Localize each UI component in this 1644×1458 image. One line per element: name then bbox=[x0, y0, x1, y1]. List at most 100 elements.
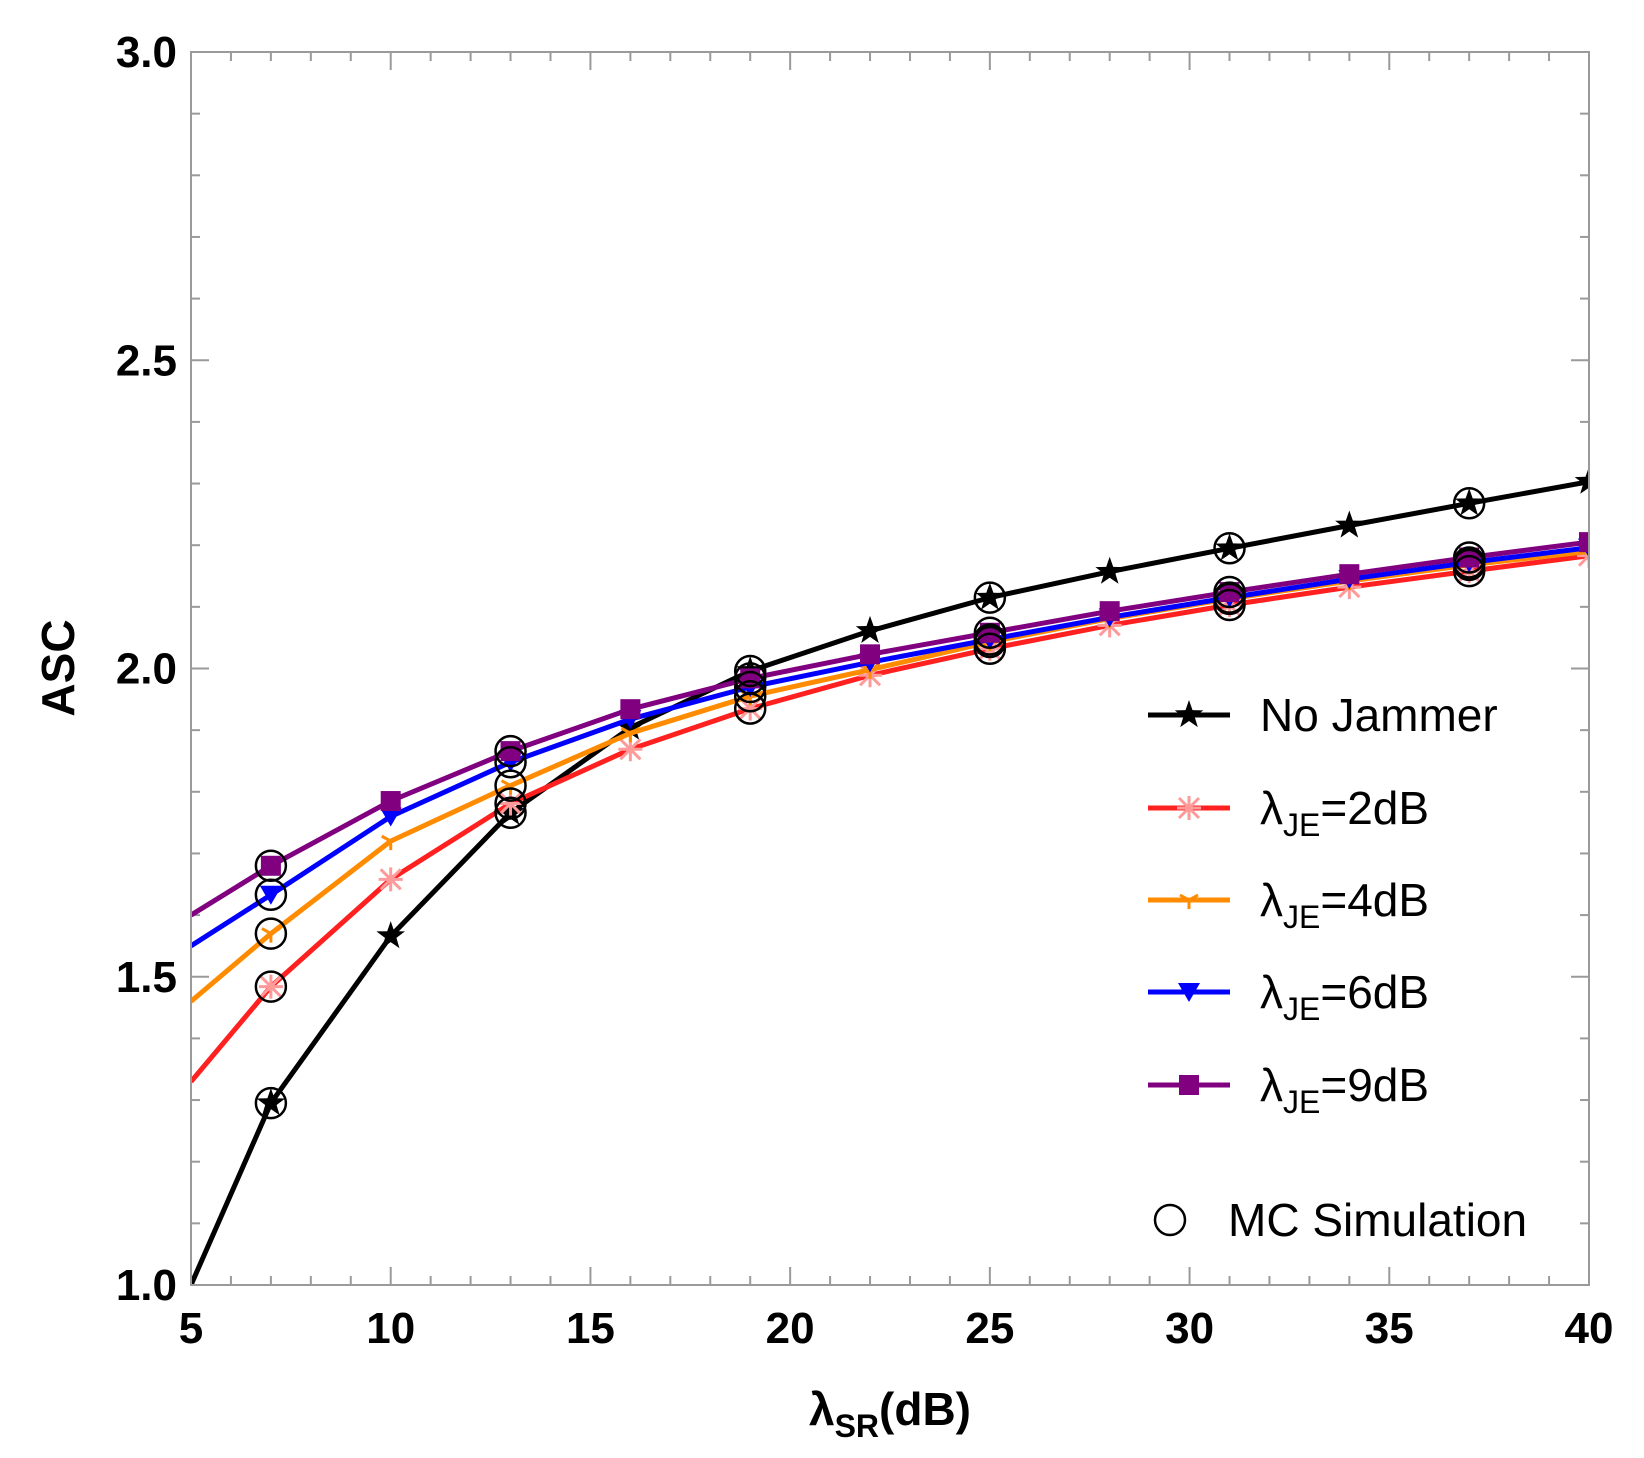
legend-marker bbox=[1153, 1203, 1187, 1237]
mc-point bbox=[1452, 541, 1486, 574]
legend-label: MC Simulation bbox=[1228, 1194, 1527, 1246]
x-tick-label: 40 bbox=[1565, 1304, 1614, 1353]
x-axis-title: λSR(dB) bbox=[809, 1383, 971, 1444]
legend-label-sub: JE bbox=[1283, 807, 1320, 843]
legend-marker bbox=[1177, 796, 1201, 820]
data-point bbox=[380, 834, 401, 851]
legend-label-main: λ bbox=[1260, 1059, 1283, 1111]
legend-entry-2: λJE=4dB bbox=[1148, 874, 1429, 935]
y-axis-title: ASC bbox=[32, 619, 84, 716]
x-axis-suffix: (dB) bbox=[879, 1383, 971, 1435]
data-point bbox=[1219, 582, 1240, 603]
x-axis-subscript: SR bbox=[835, 1408, 879, 1444]
legend-label-main: No Jammer bbox=[1260, 689, 1498, 741]
mc-point bbox=[1452, 487, 1486, 520]
legend-label-sub: JE bbox=[1283, 1084, 1320, 1120]
y-tick-label: 1.0 bbox=[116, 1261, 177, 1310]
data-point bbox=[620, 699, 641, 720]
data-point bbox=[1095, 556, 1124, 584]
data-point bbox=[378, 867, 403, 892]
legend-label-main: λ bbox=[1260, 874, 1283, 926]
data-point bbox=[259, 885, 282, 905]
mc-point bbox=[254, 1086, 288, 1120]
data-point bbox=[1454, 488, 1484, 516]
tick-labels: 5 10 15 20 25 30 35 40 1.0 1.5 2.0 2.5 3.0 bbox=[116, 28, 1614, 1353]
legend-label: λJE=2dB bbox=[1260, 782, 1429, 843]
y-tick-label: 2.5 bbox=[116, 336, 177, 385]
legend-label-sub: JE bbox=[1283, 991, 1320, 1027]
x-axis-symbol: λ bbox=[809, 1383, 835, 1435]
legend-marker bbox=[1174, 700, 1204, 728]
data-point bbox=[379, 807, 402, 827]
data-point bbox=[1335, 510, 1364, 538]
legend-label-main: λ bbox=[1260, 782, 1283, 834]
data-point bbox=[498, 791, 523, 816]
legend-entry-0: No Jammer bbox=[1148, 689, 1498, 741]
legend-marker bbox=[1179, 1075, 1199, 1095]
data-point bbox=[975, 582, 1005, 610]
legend-entry-mc: MC Simulation bbox=[1153, 1194, 1527, 1246]
data-point bbox=[1579, 532, 1589, 553]
data-point bbox=[618, 737, 643, 762]
data-point bbox=[260, 855, 281, 876]
data-point bbox=[376, 921, 405, 949]
x-tick-label: 15 bbox=[566, 1304, 615, 1353]
y-tick-label: 2.0 bbox=[116, 645, 177, 694]
y-tick-label: 3.0 bbox=[116, 28, 177, 77]
mc-point bbox=[254, 849, 288, 883]
legend-label: λJE=4dB bbox=[1260, 874, 1429, 935]
mc-point bbox=[733, 654, 767, 688]
mc-point bbox=[254, 970, 288, 1003]
data-point bbox=[258, 974, 283, 999]
legend-label: λJE=6dB bbox=[1260, 966, 1429, 1027]
legend-label-suffix: =6dB bbox=[1320, 966, 1429, 1018]
data-point bbox=[1459, 547, 1480, 568]
legend-label-suffix: =9dB bbox=[1320, 1059, 1429, 1111]
x-tick-label: 25 bbox=[965, 1304, 1014, 1353]
data-point bbox=[261, 927, 281, 943]
legend-entry-1: λJE=2dB bbox=[1148, 782, 1429, 843]
legend-entry-4: λJE=9dB bbox=[1148, 1059, 1429, 1120]
mc-point bbox=[973, 581, 1007, 614]
legend-label-main: λ bbox=[1260, 966, 1283, 1018]
data-point bbox=[500, 741, 521, 762]
data-point bbox=[855, 615, 885, 643]
legend-label-suffix: =4dB bbox=[1320, 874, 1429, 926]
x-tick-label: 35 bbox=[1365, 1304, 1414, 1353]
data-point bbox=[256, 1088, 286, 1116]
legend-label: No Jammer bbox=[1260, 689, 1498, 741]
mc-point bbox=[973, 623, 1007, 656]
mc-simulation-circles bbox=[254, 487, 1486, 1120]
mc-point bbox=[1213, 532, 1246, 565]
plot-frame bbox=[190, 51, 1590, 1286]
mc-point bbox=[494, 745, 527, 779]
legend-label-suffix: =2dB bbox=[1320, 782, 1429, 834]
legend-marker bbox=[1178, 983, 1200, 1002]
mc-point bbox=[494, 769, 527, 802]
mc-point bbox=[973, 616, 1007, 649]
data-point bbox=[860, 644, 881, 665]
data-point bbox=[1215, 533, 1244, 561]
mc-point bbox=[494, 734, 527, 768]
legend-label: λJE=9dB bbox=[1260, 1059, 1429, 1120]
data-point bbox=[620, 726, 641, 743]
y-tick-label: 1.5 bbox=[116, 953, 177, 1002]
data-point bbox=[500, 779, 521, 795]
mc-point bbox=[973, 632, 1007, 666]
data-point bbox=[1099, 601, 1120, 622]
x-tick-label: 20 bbox=[766, 1304, 815, 1353]
mc-point bbox=[494, 787, 527, 820]
mc-point bbox=[733, 662, 767, 695]
mc-point bbox=[494, 796, 527, 830]
legend-entry-3: λJE=6dB bbox=[1148, 966, 1429, 1027]
mc-point bbox=[254, 917, 288, 950]
x-tick-label: 30 bbox=[1165, 1304, 1214, 1353]
series-lines bbox=[191, 466, 1589, 1285]
data-point bbox=[380, 791, 401, 812]
data-point bbox=[1339, 564, 1360, 585]
legend-marker bbox=[1179, 893, 1199, 909]
mc-point bbox=[1213, 575, 1246, 609]
legend-label-sub: JE bbox=[1283, 899, 1320, 935]
